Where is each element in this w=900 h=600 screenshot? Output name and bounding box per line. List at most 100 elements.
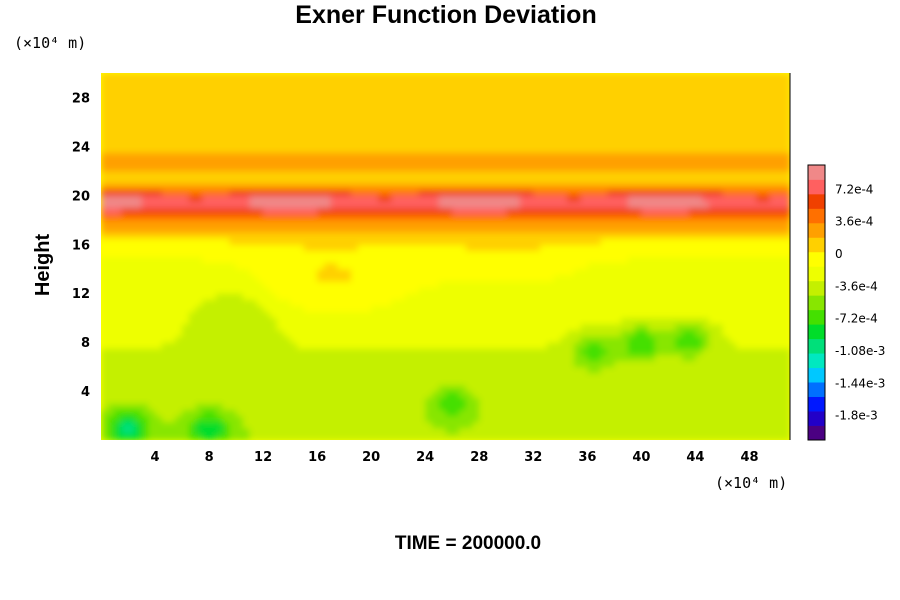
- heatmap-cell: [519, 354, 528, 362]
- heatmap-cell: [161, 397, 170, 404]
- heatmap-cell: [486, 219, 494, 227]
- heatmap-cell: [486, 164, 494, 172]
- heatmap-cell: [445, 433, 453, 440]
- heatmap-cell: [425, 244, 433, 251]
- heatmap-cell: [513, 372, 521, 380]
- heatmap-cell: [344, 232, 352, 239]
- heatmap-cell: [209, 409, 217, 417]
- heatmap-cell: [249, 384, 257, 392]
- heatmap-cell: [236, 213, 244, 221]
- heatmap-cell: [296, 305, 305, 313]
- heatmap-cell: [715, 170, 724, 178]
- heatmap-cell: [310, 372, 318, 380]
- heatmap-cell: [762, 342, 771, 349]
- heatmap-cell: [614, 311, 622, 319]
- heatmap-cell: [229, 280, 237, 288]
- heatmap-cell: [350, 311, 359, 319]
- heatmap-cell: [182, 427, 190, 435]
- heatmap-cell: [695, 170, 703, 178]
- heatmap-cell: [290, 207, 298, 215]
- heatmap-cell: [188, 397, 197, 404]
- heatmap-cell: [526, 378, 534, 386]
- heatmap-cell: [540, 219, 548, 227]
- heatmap-cell: [438, 219, 447, 227]
- heatmap-cell: [141, 293, 149, 300]
- heatmap-cell: [742, 293, 751, 300]
- heatmap-cell: [418, 158, 426, 166]
- heatmap-cell: [776, 238, 784, 245]
- heatmap-cell: [438, 256, 447, 264]
- heatmap-cell: [479, 372, 487, 380]
- heatmap-cell: [121, 360, 129, 368]
- heatmap-cell: [121, 256, 129, 264]
- heatmap-cell: [134, 378, 143, 386]
- heatmap-cell: [567, 152, 575, 160]
- heatmap-cell: [729, 323, 737, 331]
- heatmap-cell: [249, 287, 257, 294]
- heatmap-cell: [357, 384, 366, 392]
- heatmap-cell: [715, 250, 724, 258]
- heatmap-cell: [182, 219, 190, 227]
- heatmap-cell: [384, 164, 393, 172]
- heatmap-cell: [472, 146, 480, 154]
- heatmap-cell: [519, 348, 528, 355]
- heatmap-cell: [465, 305, 474, 313]
- heatmap-cell: [567, 354, 575, 362]
- heatmap-cell: [681, 433, 690, 440]
- heatmap-cell: [384, 415, 393, 423]
- heatmap-cell: [533, 268, 541, 276]
- heatmap-cell: [371, 348, 379, 355]
- heatmap-cell: [742, 274, 751, 282]
- heatmap-cell: [161, 164, 170, 172]
- heatmap-cell: [337, 213, 345, 221]
- heatmap-cell: [621, 158, 629, 166]
- heatmap-cell: [310, 391, 318, 398]
- heatmap-cell: [290, 354, 298, 362]
- heatmap-cell: [202, 329, 210, 337]
- heatmap-cell: [445, 274, 453, 282]
- heatmap-cell: [236, 164, 244, 172]
- heatmap-cell: [506, 158, 514, 166]
- heatmap-cell: [269, 415, 278, 423]
- heatmap-cell: [769, 342, 778, 349]
- heatmap-cell: [236, 140, 244, 147]
- heatmap-cell: [310, 366, 318, 374]
- heatmap-cell: [263, 336, 271, 343]
- heatmap-cell: [330, 354, 339, 362]
- heatmap-cell: [431, 189, 440, 196]
- heatmap-cell: [107, 336, 116, 343]
- heatmap-cell: [729, 336, 737, 343]
- heatmap-cell: [195, 140, 203, 147]
- heatmap-cell: [411, 140, 420, 147]
- heatmap-cell: [756, 201, 764, 209]
- heatmap-cell: [128, 280, 136, 288]
- heatmap-cell: [384, 256, 393, 264]
- heatmap-cell: [330, 433, 339, 440]
- heatmap-cell: [634, 262, 642, 270]
- heatmap-cell: [729, 305, 737, 313]
- heatmap-cell: [148, 238, 156, 245]
- heatmap-cell: [553, 195, 561, 203]
- heatmap-cell: [472, 336, 480, 343]
- heatmap-cell: [337, 360, 345, 368]
- heatmap-cell: [627, 164, 636, 172]
- heatmap-cell: [222, 207, 230, 215]
- heatmap-cell: [155, 238, 163, 245]
- heatmap-cell: [533, 342, 541, 349]
- heatmap-cell: [749, 372, 757, 380]
- heatmap-cell: [715, 403, 724, 411]
- heatmap-cell: [438, 268, 447, 276]
- heatmap-cell: [263, 293, 271, 300]
- heatmap-cell: [175, 427, 183, 435]
- heatmap-cell: [438, 189, 447, 196]
- heatmap-cell: [661, 256, 670, 264]
- heatmap-cell: [175, 366, 183, 374]
- heatmap-cell: [519, 256, 528, 264]
- heatmap-cell: [675, 311, 683, 319]
- heatmap-cell: [762, 311, 771, 319]
- heatmap-cell: [513, 232, 521, 239]
- heatmap-cell: [749, 146, 757, 154]
- heatmap-cell: [735, 391, 744, 398]
- heatmap-cell: [783, 305, 790, 313]
- heatmap-cell: [614, 213, 622, 221]
